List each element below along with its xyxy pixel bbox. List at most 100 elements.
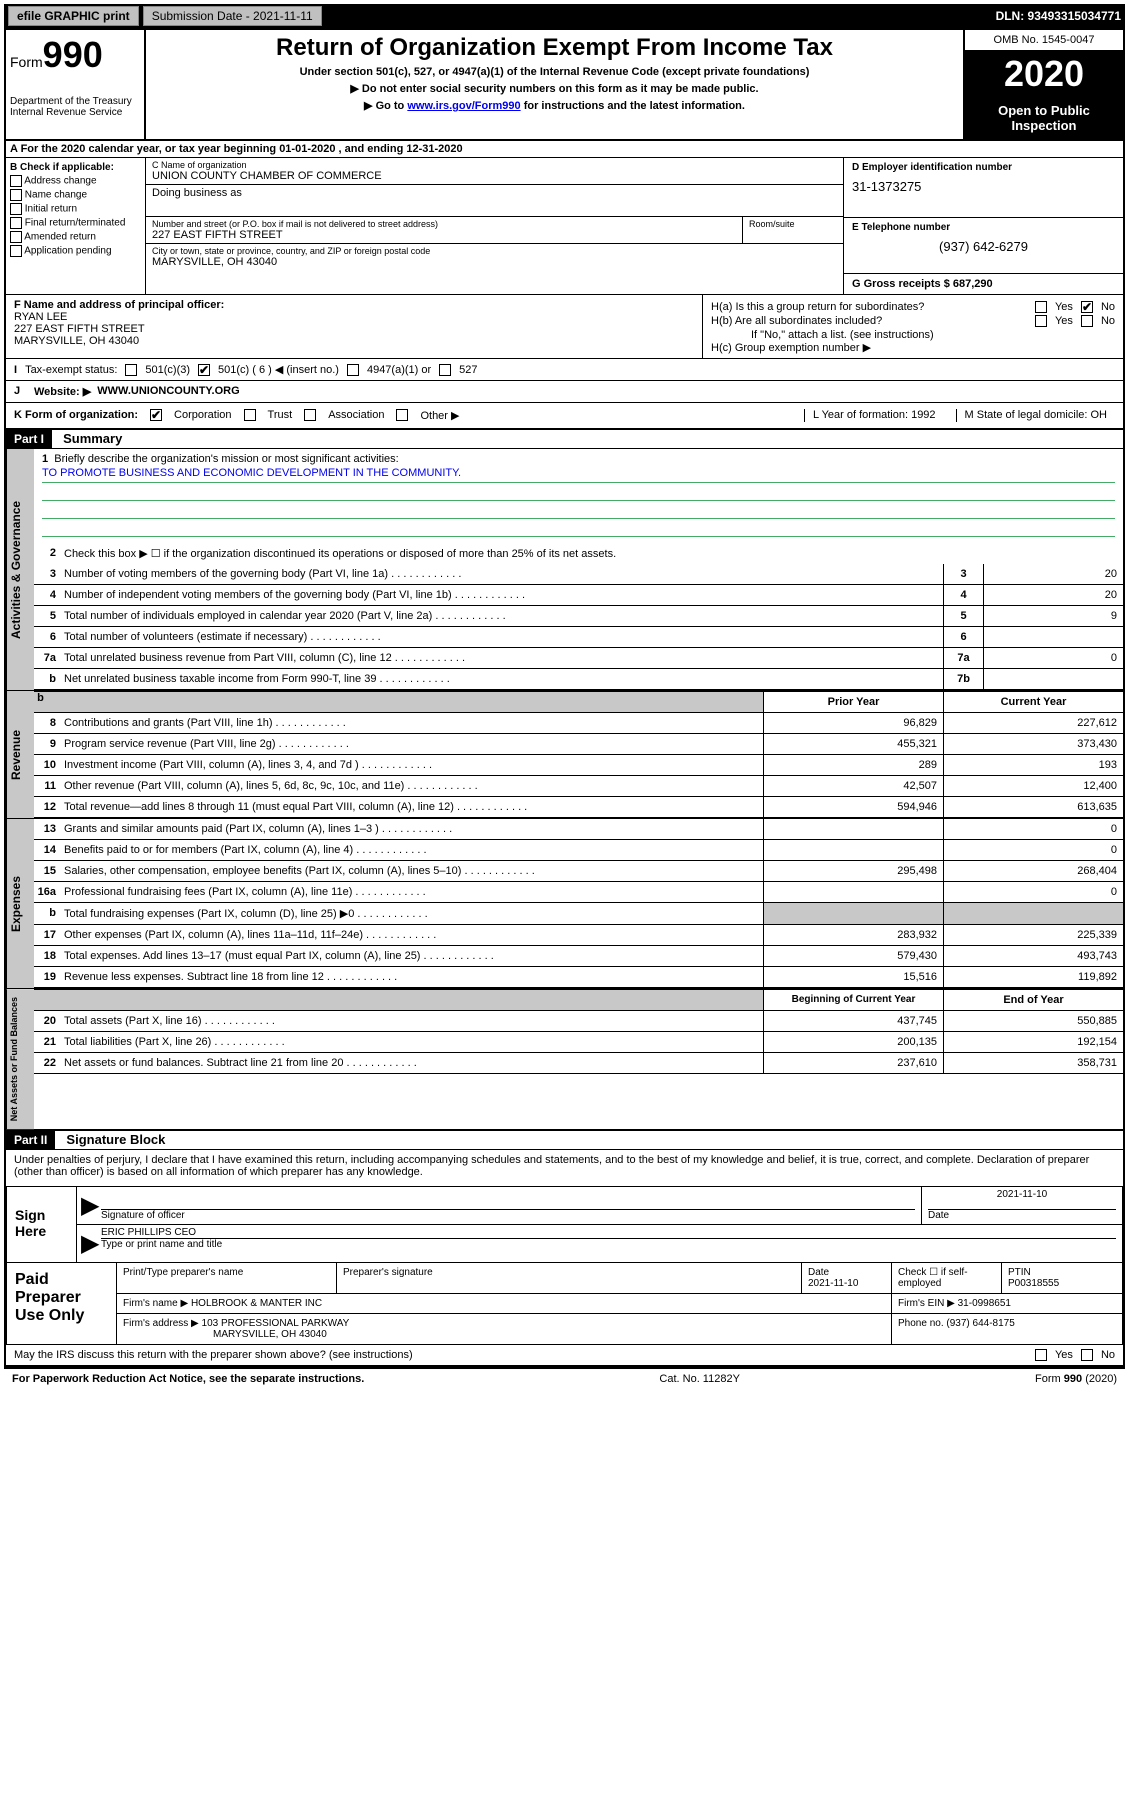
prior-value: 579,430 — [763, 946, 943, 966]
line-text: Number of independent voting members of … — [62, 585, 943, 605]
current-value: 550,885 — [943, 1011, 1123, 1031]
irs-discuss-no[interactable] — [1081, 1349, 1093, 1361]
prep-date-value: 2021-11-10 — [808, 1278, 858, 1289]
tab-activities-governance: Activities & Governance — [6, 449, 34, 690]
current-value: 192,154 — [943, 1032, 1123, 1052]
line-box-num: 3 — [943, 564, 983, 584]
type-print-label: Type or print name and title — [101, 1238, 1116, 1250]
dln: DLN: 93493315034771 — [996, 9, 1121, 23]
hb-label: H(b) Are all subordinates included? — [711, 315, 1027, 327]
sig-date-label: Date — [928, 1209, 1116, 1221]
efile-button[interactable]: efile GRAPHIC print — [8, 6, 139, 26]
hb-note: If "No," attach a list. (see instruction… — [711, 329, 1115, 341]
line-text: Program service revenue (Part VIII, line… — [62, 734, 763, 754]
part1-header: Part I — [6, 430, 52, 448]
form-number: 990 — [43, 34, 103, 75]
ha-no-checkbox[interactable] — [1081, 301, 1093, 313]
prior-value: 42,507 — [763, 776, 943, 796]
line-box-num: 7b — [943, 669, 983, 689]
penalty-text: Under penalties of perjury, I declare th… — [6, 1150, 1123, 1182]
current-value: 227,612 — [943, 713, 1123, 733]
tab-net-assets: Net Assets or Fund Balances — [6, 989, 34, 1129]
col-prior-year: Prior Year — [763, 692, 943, 712]
checkbox-address-change[interactable]: Address change — [10, 175, 141, 187]
check-self-employed[interactable]: Check ☐ if self-employed — [892, 1263, 1002, 1293]
hb-no-checkbox[interactable] — [1081, 315, 1093, 327]
form-version: Form 990 (2020) — [1035, 1373, 1117, 1385]
ein-value: 31-1373275 — [852, 179, 1115, 194]
section-b-label: B Check if applicable: — [10, 162, 141, 173]
checkbox-final-return[interactable]: Final return/terminated — [10, 217, 141, 229]
checkbox-corporation[interactable] — [150, 409, 162, 421]
current-value: 268,404 — [943, 861, 1123, 881]
officer-addr2: MARYSVILLE, OH 43040 — [14, 335, 694, 347]
line-value — [983, 627, 1123, 647]
ha-label: H(a) Is this a group return for subordin… — [711, 301, 1027, 313]
checkbox-527[interactable] — [439, 364, 451, 376]
prior-value: 200,135 — [763, 1032, 943, 1052]
line-text: Other revenue (Part VIII, column (A), li… — [62, 776, 763, 796]
prior-value: 437,745 — [763, 1011, 943, 1031]
phone-no-value: (937) 644-8175 — [946, 1318, 1014, 1329]
line-text: Total expenses. Add lines 13–17 (must eq… — [62, 946, 763, 966]
open-public-label: Open to Public Inspection — [965, 97, 1123, 139]
ha-yes-checkbox[interactable] — [1035, 301, 1047, 313]
arrow-icon: ▶ — [77, 1187, 95, 1224]
line-text: Total unrelated business revenue from Pa… — [62, 648, 943, 668]
line-text: Net assets or fund balances. Subtract li… — [62, 1053, 763, 1073]
current-value: 0 — [943, 840, 1123, 860]
tab-expenses: Expenses — [6, 819, 34, 988]
omb-number: OMB No. 1545-0047 — [965, 30, 1123, 51]
checkbox-amended-return[interactable]: Amended return — [10, 231, 141, 243]
checkbox-other[interactable] — [396, 409, 408, 421]
line-value: 9 — [983, 606, 1123, 626]
prior-value: 289 — [763, 755, 943, 775]
phone-no-label: Phone no. — [898, 1318, 944, 1329]
firm-ein-value: 31-0998651 — [958, 1298, 1011, 1309]
officer-label: F Name and address of principal officer: — [14, 299, 694, 311]
ptin-value: P00318555 — [1008, 1278, 1059, 1289]
current-value: 0 — [943, 819, 1123, 839]
current-value: 493,743 — [943, 946, 1123, 966]
line-text: Total assets (Part X, line 16) — [62, 1011, 763, 1031]
irs-discuss-yes[interactable] — [1035, 1349, 1047, 1361]
checkbox-trust[interactable] — [244, 409, 256, 421]
tax-year: 2020 — [965, 51, 1123, 97]
submission-date: Submission Date - 2021-11-11 — [143, 6, 322, 26]
form-title: Return of Organization Exempt From Incom… — [150, 34, 959, 62]
officer-name: RYAN LEE — [14, 311, 694, 323]
line-text: Salaries, other compensation, employee b… — [62, 861, 763, 881]
prior-value — [763, 819, 943, 839]
irs-link[interactable]: www.irs.gov/Form990 — [407, 100, 520, 112]
current-value: 613,635 — [943, 797, 1123, 817]
line-text: Total fundraising expenses (Part IX, col… — [62, 903, 763, 924]
prior-value: 455,321 — [763, 734, 943, 754]
firm-addr-label: Firm's address ▶ — [123, 1318, 199, 1329]
state-domicile: M State of legal domicile: OH — [956, 409, 1115, 422]
dba-label: Doing business as — [152, 187, 837, 199]
line-box-num: 5 — [943, 606, 983, 626]
checkbox-4947[interactable] — [347, 364, 359, 376]
checkbox-initial-return[interactable]: Initial return — [10, 203, 141, 215]
org-name: UNION COUNTY CHAMBER OF COMMERCE — [152, 170, 837, 182]
part2-title: Signature Block — [58, 1132, 165, 1147]
checkbox-application-pending[interactable]: Application pending — [10, 245, 141, 257]
line-value: 20 — [983, 585, 1123, 605]
part1-title: Summary — [55, 431, 122, 446]
line-text: Net unrelated business taxable income fr… — [62, 669, 943, 689]
prep-sig-label: Preparer's signature — [337, 1263, 802, 1293]
checkbox-name-change[interactable]: Name change — [10, 189, 141, 201]
instruction-1: ▶ Do not enter social security numbers o… — [150, 82, 959, 95]
checkbox-501c[interactable] — [198, 364, 210, 376]
line-text: Professional fundraising fees (Part IX, … — [62, 882, 763, 902]
org-name-label: C Name of organization — [152, 160, 837, 170]
checkbox-501c3[interactable] — [125, 364, 137, 376]
line-text: Grants and similar amounts paid (Part IX… — [62, 819, 763, 839]
prior-value — [763, 903, 943, 924]
firm-name-label: Firm's name ▶ — [123, 1298, 188, 1309]
checkbox-association[interactable] — [304, 409, 316, 421]
addr-label: Number and street (or P.O. box if mail i… — [152, 219, 736, 229]
hb-yes-checkbox[interactable] — [1035, 315, 1047, 327]
prep-date-label: Date — [808, 1267, 829, 1278]
officer-addr1: 227 EAST FIFTH STREET — [14, 323, 694, 335]
